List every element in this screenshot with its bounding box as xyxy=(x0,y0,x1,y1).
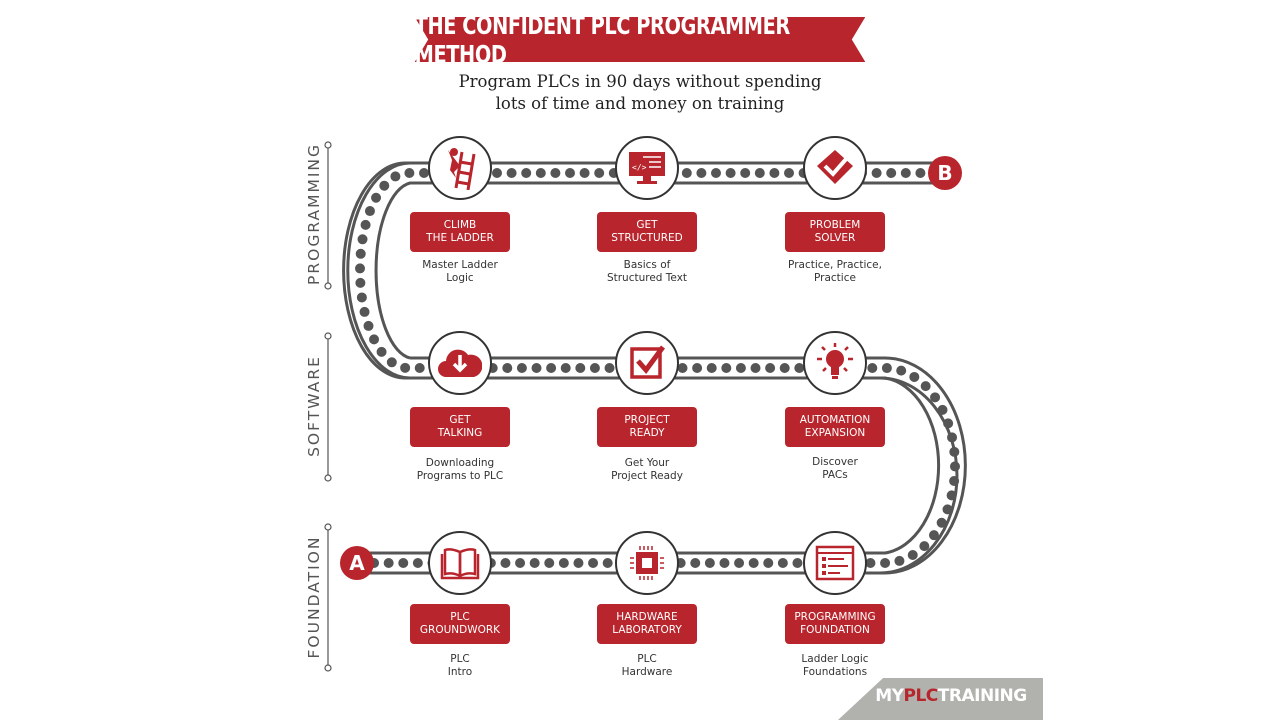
code-monitor-icon: </> xyxy=(615,136,679,200)
subtitle-line: lots of time and money on training xyxy=(495,94,785,113)
step-project-ready: PROJECT READY xyxy=(597,407,697,447)
open-book-icon xyxy=(428,531,492,595)
section-label-foundation: FOUNDATION xyxy=(305,535,323,659)
logo-part: MY xyxy=(875,686,904,706)
myplctraining-logo: MYPLCTRAINING xyxy=(866,686,1036,706)
ladder-climber-icon xyxy=(428,136,492,200)
step-climb-the-ladder: CLIMB THE LADDER xyxy=(410,212,510,252)
start-marker-a: A xyxy=(340,546,374,580)
logo-part: PLC xyxy=(903,686,939,706)
step-problem-solver: PROBLEM SOLVER xyxy=(785,212,885,252)
step-description: Practice, Practice, Practice xyxy=(788,259,882,284)
step-plc-groundwork: PLC GROUNDWORK xyxy=(410,604,510,644)
step-description: Downloading Programs to PLC xyxy=(416,457,504,482)
cloud-download-icon xyxy=(428,331,492,395)
section-rulers xyxy=(324,141,332,672)
svg-text:</>: </> xyxy=(632,163,647,172)
end-marker-b: B xyxy=(928,156,962,190)
section-label-software: SOFTWARE xyxy=(305,355,323,457)
lightbulb-icon xyxy=(803,331,867,395)
double-check-icon xyxy=(803,136,867,200)
step-description: PLC Hardware xyxy=(621,653,673,678)
step-get-talking: GET TALKING xyxy=(410,407,510,447)
program-window-icon xyxy=(803,531,867,595)
step-programming-foundation: PROGRAMMING FOUNDATION xyxy=(785,604,885,644)
step-get-structured: GET STRUCTURED xyxy=(597,212,697,252)
step-description: Basics of Structured Text xyxy=(606,259,688,284)
step-description: Get Your Project Ready xyxy=(611,457,683,482)
microchip-icon xyxy=(615,531,679,595)
step-description: Ladder Logic Foundations xyxy=(801,653,869,678)
subtitle: Program PLCs in 90 days without spending… xyxy=(400,71,880,115)
step-hardware-laboratory: HARDWARE LABORATORY xyxy=(597,604,697,644)
logo-part: TRAINING xyxy=(937,686,1027,706)
checkbox-icon xyxy=(615,331,679,395)
step-description: PLC Intro xyxy=(447,653,473,678)
step-description: Master Ladder Logic xyxy=(422,259,498,284)
step-automation-expansion: AUTOMATION EXPANSION xyxy=(785,407,885,447)
section-label-programming: PROGRAMMING xyxy=(305,143,323,285)
subtitle-line: Program PLCs in 90 days without spending xyxy=(458,72,822,91)
step-description: Discover PACs xyxy=(812,456,858,481)
title-banner: THE CONFIDENT PLC PROGRAMMER METHOD xyxy=(414,17,866,62)
